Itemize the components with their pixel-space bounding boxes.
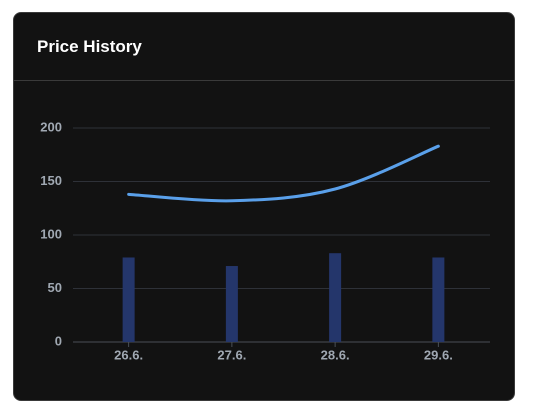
card-header: Price History	[14, 13, 514, 81]
card: Price History	[13, 12, 515, 401]
bar	[329, 253, 342, 342]
x-tick-label: 27.6.	[217, 347, 246, 362]
bar	[122, 257, 135, 342]
bar	[432, 257, 445, 342]
y-tick-label: 200	[40, 119, 62, 134]
y-tick-label: 150	[40, 173, 62, 188]
x-tick-label: 28.6.	[321, 347, 350, 362]
x-tick-label: 26.6.	[114, 347, 143, 362]
y-tick-label: 100	[40, 226, 62, 241]
bar	[225, 266, 238, 342]
x-tick-label: 29.6.	[424, 347, 453, 362]
chart-title: Price History	[37, 37, 142, 56]
line	[127, 144, 440, 203]
y-tick-label: 50	[48, 280, 62, 295]
y-tick-label: 0	[55, 333, 62, 348]
